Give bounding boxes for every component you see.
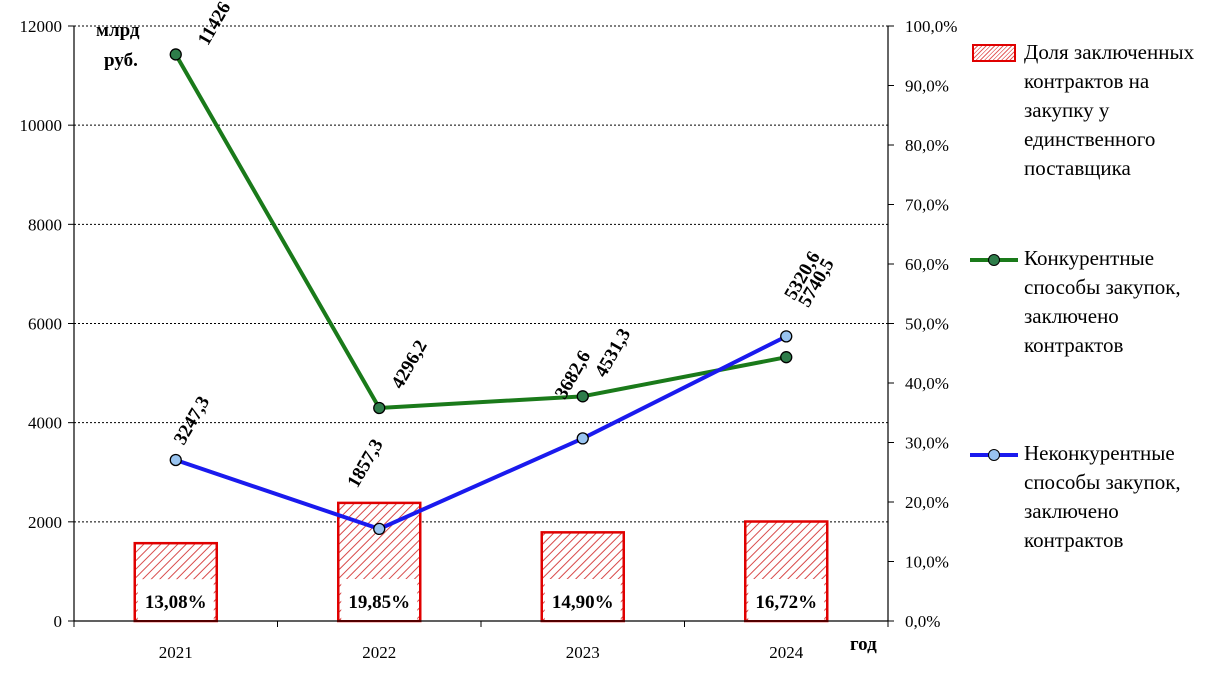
data-labels: 13,08% 19,85% 14,90% 16,72% 11426 4296,2 4531,…: [145, 0, 839, 613]
y-tick-label: 6000: [28, 315, 62, 334]
data-label: 4296,2: [387, 337, 431, 393]
line-series: [169, 48, 793, 536]
data-label: 3247,3: [170, 393, 214, 449]
legend-label-line: способы закупок,: [1024, 470, 1181, 494]
data-point: [576, 432, 589, 445]
y-tick-label: 12000: [20, 17, 63, 36]
data-label: 11426: [194, 0, 235, 49]
data-point: [169, 453, 182, 467]
legend-label-line: Конкурентные: [1024, 246, 1155, 270]
y2-tick-label: 90,0%: [905, 77, 949, 96]
x-axis-title: год: [850, 634, 877, 655]
legend-label-line: контрактов: [1024, 333, 1124, 357]
legend-label-line: контрактов на: [1024, 69, 1150, 93]
x-tick-label: 2022: [362, 643, 396, 662]
axes: 0 2000 4000 6000 8000 10000 12000 0,0% 10,0% 20,0…: [20, 17, 958, 662]
y2-tick-label: 20,0%: [905, 493, 949, 512]
x-tick-label: 2023: [566, 643, 600, 662]
data-point: [780, 351, 793, 364]
y2-tick-label: 50,0%: [905, 315, 949, 334]
bar-label: 16,72%: [755, 592, 817, 613]
legend-label-line: поставщика: [1024, 156, 1131, 180]
legend-marker-swatch: [988, 449, 1000, 461]
legend-label-line: заключено: [1024, 304, 1119, 328]
legend-bar-swatch: [972, 44, 1016, 62]
bar-label-box: [137, 579, 214, 620]
x-tick-label: 2021: [159, 643, 193, 662]
legend-label-line: способы закупок,: [1024, 275, 1181, 299]
y-tick-label: 8000: [28, 215, 62, 234]
data-point: [169, 48, 182, 61]
bar-label-box: [748, 579, 825, 620]
y-axis-unit-line2: руб.: [104, 50, 138, 71]
legend-label-line: заключено: [1024, 499, 1119, 523]
y2-tick-label: 0,0%: [905, 612, 940, 631]
bar-series: [133, 501, 829, 623]
legend-label-line: закупку у: [1024, 98, 1110, 122]
bar-label: 14,90%: [552, 592, 614, 613]
legend-label-line: единственного: [1024, 127, 1156, 151]
legend-label-line: Доля заключенных: [1024, 40, 1195, 64]
legend-label-line: контрактов: [1024, 528, 1124, 552]
y-tick-label: 4000: [28, 414, 62, 433]
y2-tick-label: 40,0%: [905, 374, 949, 393]
y-axis-unit-line1: млрд: [96, 20, 140, 41]
data-label: 1857,3: [343, 436, 387, 492]
data-point: [373, 522, 386, 536]
bar-label-box: [341, 579, 418, 620]
data-point: [576, 390, 589, 403]
y-tick-label: 10000: [20, 116, 63, 135]
series-line: [174, 53, 787, 410]
bar-label: 19,85%: [348, 592, 410, 613]
y2-tick-label: 100,0%: [905, 17, 957, 36]
y2-tick-label: 10,0%: [905, 553, 949, 572]
y2-tick-label: 60,0%: [905, 255, 949, 274]
y2-tick-label: 70,0%: [905, 196, 949, 215]
y2-tick-label: 30,0%: [905, 434, 949, 453]
x-tick-label: 2024: [769, 643, 804, 662]
data-point: [780, 330, 793, 343]
y-tick-label: 0: [54, 612, 63, 631]
y2-tick-label: 80,0%: [905, 136, 949, 155]
bar-label-box: [544, 579, 621, 620]
legend-label-line: Неконкурентные: [1024, 441, 1175, 465]
grid-lines: [74, 25, 888, 523]
legend-marker-swatch: [988, 254, 1000, 266]
series-line: [175, 334, 788, 531]
y-tick-label: 2000: [28, 513, 62, 532]
bar-label: 13,08%: [145, 592, 207, 613]
data-label: 4531,3: [591, 325, 635, 381]
data-point: [373, 401, 386, 415]
